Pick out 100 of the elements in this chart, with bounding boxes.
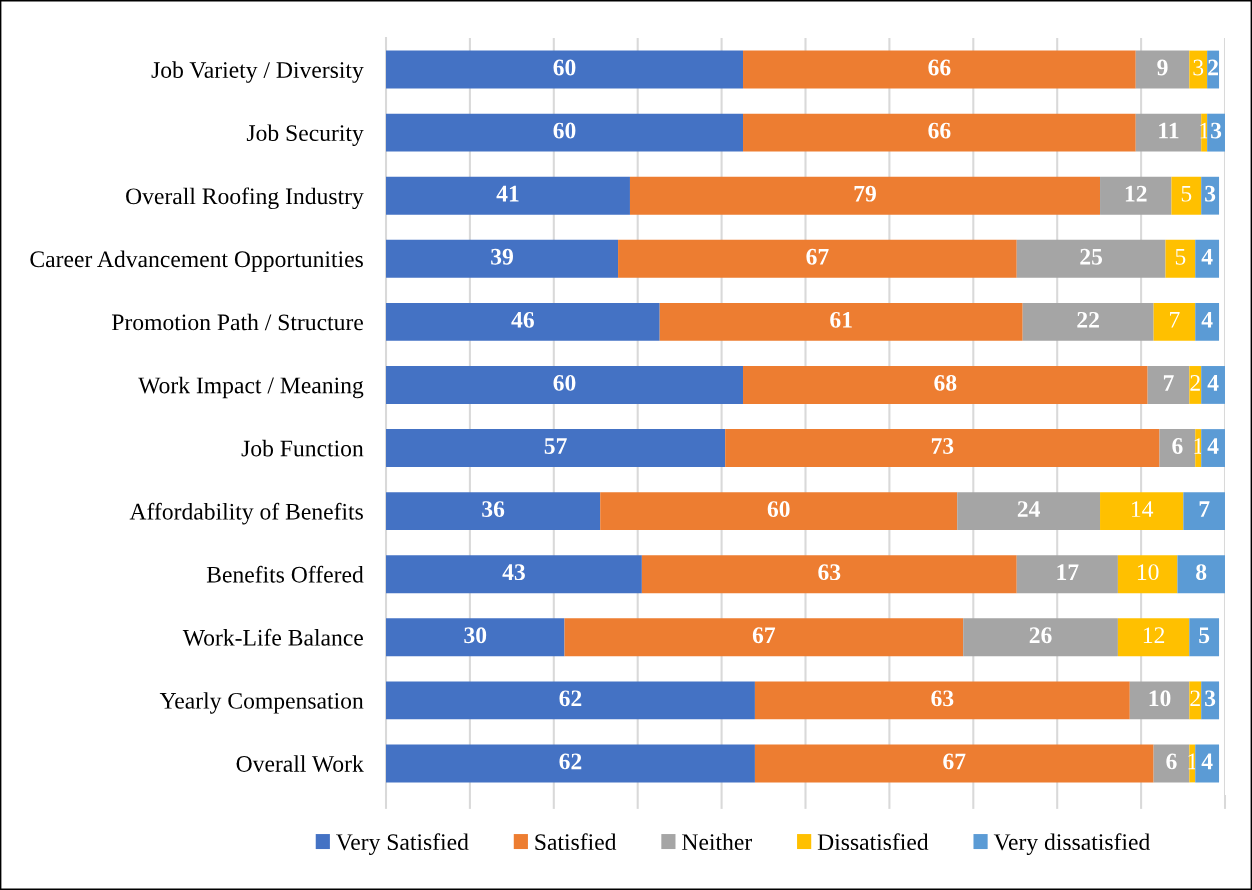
- data-label: 60: [767, 501, 790, 518]
- bar: [1189, 366, 1202, 404]
- bar: [386, 239, 619, 278]
- data-label: 4: [1201, 753, 1213, 770]
- data-label: 22: [1077, 311, 1099, 328]
- y-tick-label: Promotion Path / Structure: [111, 313, 363, 331]
- y-tick-label: Job Variety / Diversity: [151, 61, 364, 83]
- bar: [386, 176, 630, 215]
- bar: [1201, 681, 1220, 720]
- bar: [754, 744, 1154, 783]
- bar: [754, 681, 1130, 720]
- bar: [386, 302, 660, 341]
- bar: [386, 555, 642, 594]
- bar: [386, 429, 726, 467]
- bar: [659, 302, 1023, 341]
- bar: [1016, 555, 1118, 594]
- bar: [1171, 176, 1202, 215]
- bar: [1177, 555, 1225, 594]
- data-label: 9: [1157, 59, 1168, 76]
- data-label: 3: [1205, 690, 1216, 707]
- data-label: 12: [1143, 627, 1165, 643]
- data-label: 3: [1193, 59, 1204, 76]
- data-label: 4: [1201, 248, 1213, 265]
- data-label: 6: [1172, 438, 1183, 454]
- data-label: 30: [464, 627, 487, 644]
- data-label: 41: [496, 185, 519, 202]
- data-label: 61: [830, 311, 852, 328]
- bar: [1135, 50, 1190, 89]
- data-label: 2: [1190, 690, 1200, 707]
- data-label: 39: [491, 248, 513, 265]
- data-label: 67: [806, 248, 829, 265]
- data-label: 79: [854, 185, 876, 202]
- data-label: 24: [1017, 501, 1040, 517]
- bar: [618, 239, 1017, 278]
- bar: [1100, 176, 1172, 215]
- bar: [386, 492, 601, 531]
- bar: [743, 113, 1136, 152]
- data-label: 68: [934, 374, 957, 391]
- bar: [963, 618, 1118, 657]
- data-label: 8: [1196, 564, 1207, 581]
- bar: [1117, 618, 1190, 657]
- bar: [1016, 239, 1166, 278]
- bar: [1195, 302, 1220, 341]
- bar: [725, 429, 1160, 467]
- y-tick-label: Work Impact / Meaning: [138, 376, 364, 399]
- data-label: 10: [1137, 564, 1159, 581]
- bar: [629, 176, 1101, 215]
- data-label: 7: [1199, 501, 1210, 517]
- data-label: 63: [931, 690, 954, 707]
- y-tick-label: Job Security: [246, 124, 364, 146]
- legend-label: Satisfied: [535, 833, 617, 851]
- bar: [1100, 492, 1184, 531]
- data-label: 26: [1029, 627, 1052, 644]
- bar: [1189, 618, 1220, 657]
- data-label: 66: [928, 122, 951, 139]
- data-label: 4: [1207, 375, 1219, 391]
- data-label: 7: [1163, 375, 1174, 391]
- data-label: 60: [553, 122, 576, 139]
- data-label: 6: [1166, 753, 1177, 770]
- bar: [386, 366, 744, 404]
- data-label: 60: [553, 59, 576, 76]
- bar: [1022, 302, 1154, 341]
- bar: [1189, 681, 1202, 720]
- data-label: 11: [1159, 122, 1179, 139]
- data-label: 2: [1208, 59, 1218, 76]
- legend-label: Very dissatisfied: [993, 833, 1150, 855]
- bar: [1189, 50, 1208, 89]
- bar: [564, 618, 964, 657]
- bar: [386, 744, 755, 783]
- bar: [386, 50, 744, 89]
- data-label: 4: [1201, 312, 1213, 328]
- data-label: 2: [1190, 375, 1200, 391]
- bar: [1135, 113, 1202, 152]
- bar: [1195, 744, 1220, 783]
- data-label: 4: [1207, 438, 1219, 454]
- data-label: 36: [482, 501, 505, 518]
- data-label: 62: [559, 753, 582, 770]
- data-label: 73: [931, 438, 954, 454]
- bar: [1153, 302, 1196, 341]
- data-label: 67: [752, 627, 776, 644]
- data-label: 46: [511, 311, 534, 328]
- data-label: 25: [1080, 248, 1103, 265]
- bar: [1207, 113, 1225, 152]
- y-tick-label: Career Advancement Opportunities: [30, 250, 363, 273]
- y-tick-label: Work-Life Balance: [182, 628, 363, 646]
- legend-label: Neither: [682, 833, 752, 851]
- bar: [1183, 492, 1225, 531]
- bar: [1201, 176, 1220, 215]
- data-label: 63: [818, 564, 841, 581]
- y-tick-label: Job Function: [241, 439, 364, 457]
- bar: [641, 555, 1017, 594]
- data-label: 3: [1211, 122, 1222, 139]
- data-label: 10: [1149, 690, 1171, 707]
- data-label: 14: [1131, 501, 1154, 517]
- bar: [1159, 429, 1196, 467]
- data-label: 62: [559, 690, 582, 707]
- y-tick-label: Affordability of Benefits: [129, 502, 363, 525]
- data-label: 43: [502, 564, 525, 581]
- bar: [1117, 555, 1178, 594]
- bar: [1201, 429, 1225, 467]
